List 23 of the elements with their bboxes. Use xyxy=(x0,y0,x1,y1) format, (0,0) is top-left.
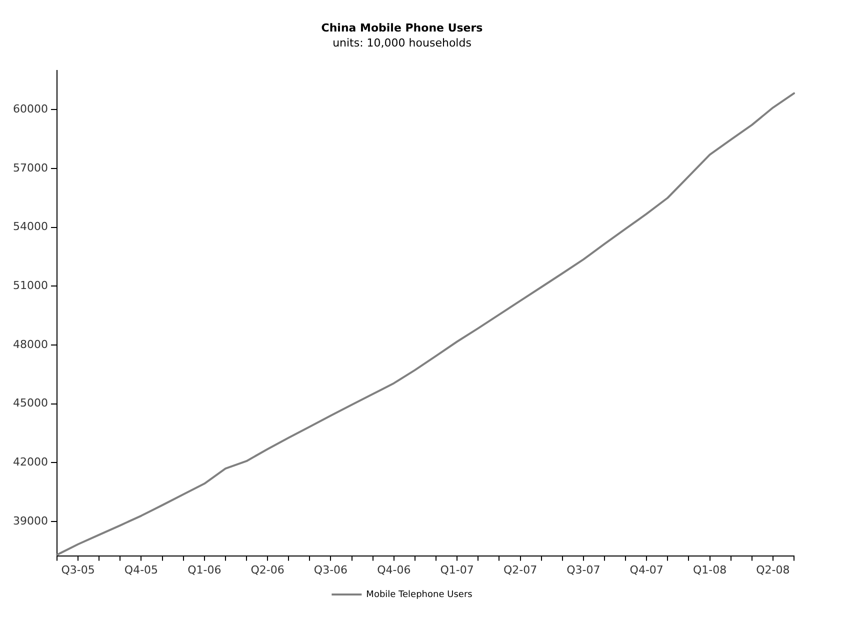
legend-label: Mobile Telephone Users xyxy=(366,590,473,600)
x-tick-label: Q3-07 xyxy=(566,563,600,576)
y-tick-label: 54000 xyxy=(12,220,48,234)
x-tick-label: Q2-07 xyxy=(503,563,538,576)
y-tick-label: 48000 xyxy=(12,338,48,351)
y-tick-label: 39000 xyxy=(12,514,48,528)
x-tick-label: Q4-05 xyxy=(124,563,158,576)
x-tick-label: Q1-07 xyxy=(440,563,474,576)
y-tick-label: 45000 xyxy=(12,396,48,410)
x-tick-label: Q2-08 xyxy=(756,563,790,576)
x-tick-label: Q2-06 xyxy=(250,563,284,576)
x-tick-label: Q4-07 xyxy=(630,563,664,576)
y-tick-label: 51000 xyxy=(12,278,48,292)
y-tick-label: 42000 xyxy=(12,456,48,468)
chart-title: China Mobile Phone Users xyxy=(321,21,484,34)
chart-subtitle: units: 10,000 households xyxy=(332,36,472,50)
x-tick-label: Q1-06 xyxy=(188,563,222,576)
x-tick-label: Q1-08 xyxy=(692,563,727,576)
x-tick-label: Q4-06 xyxy=(377,563,411,576)
y-tick-label: 60000 xyxy=(12,102,48,116)
y-tick-label: 57000 xyxy=(12,161,48,174)
x-tick-label: Q3-05 xyxy=(61,563,95,576)
x-tick-label: Q3-06 xyxy=(314,563,348,576)
